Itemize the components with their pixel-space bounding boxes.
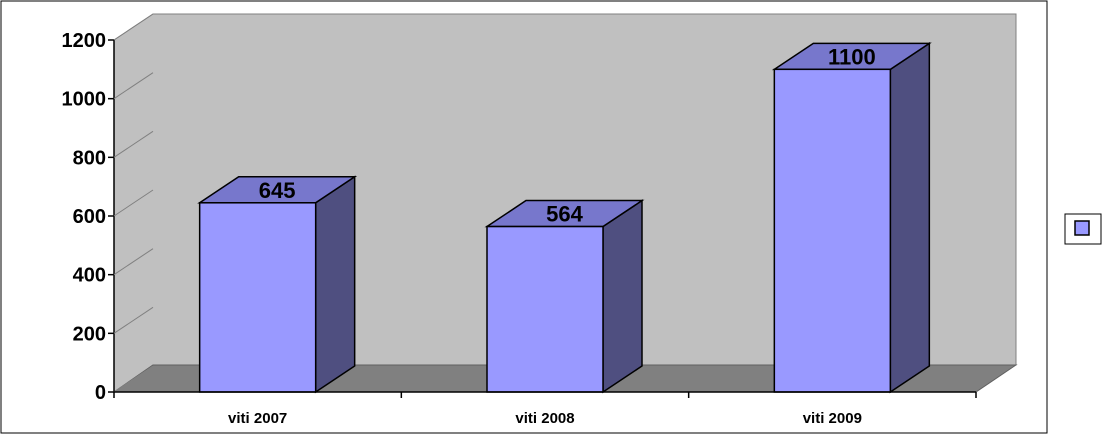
y-tick-label: 600	[73, 206, 106, 228]
y-tick-label: 800	[73, 147, 106, 169]
y-tick-label: 1000	[62, 89, 107, 111]
y-tick-label: 400	[73, 265, 106, 287]
x-tick-label: viti 2009	[803, 410, 862, 427]
bar-value-label: 564	[546, 202, 583, 227]
legend-swatch	[1075, 221, 1089, 235]
y-tick-label: 200	[73, 323, 106, 345]
bar	[200, 177, 355, 392]
bar-side	[316, 177, 355, 392]
bar	[774, 43, 929, 392]
bar-side	[603, 201, 642, 392]
legend	[1065, 214, 1101, 244]
bar-value-label: 645	[259, 178, 296, 203]
bar	[487, 201, 642, 392]
y-tick-label: 0	[95, 382, 106, 404]
x-tick-label: viti 2008	[515, 410, 574, 427]
bar-front	[487, 227, 603, 392]
bar-side	[890, 43, 929, 392]
bar-front	[774, 69, 890, 392]
bar-value-label: 1100	[828, 44, 876, 69]
x-tick-label: viti 2007	[228, 410, 287, 427]
y-tick-label: 1200	[62, 30, 107, 52]
bar-front	[200, 203, 316, 392]
